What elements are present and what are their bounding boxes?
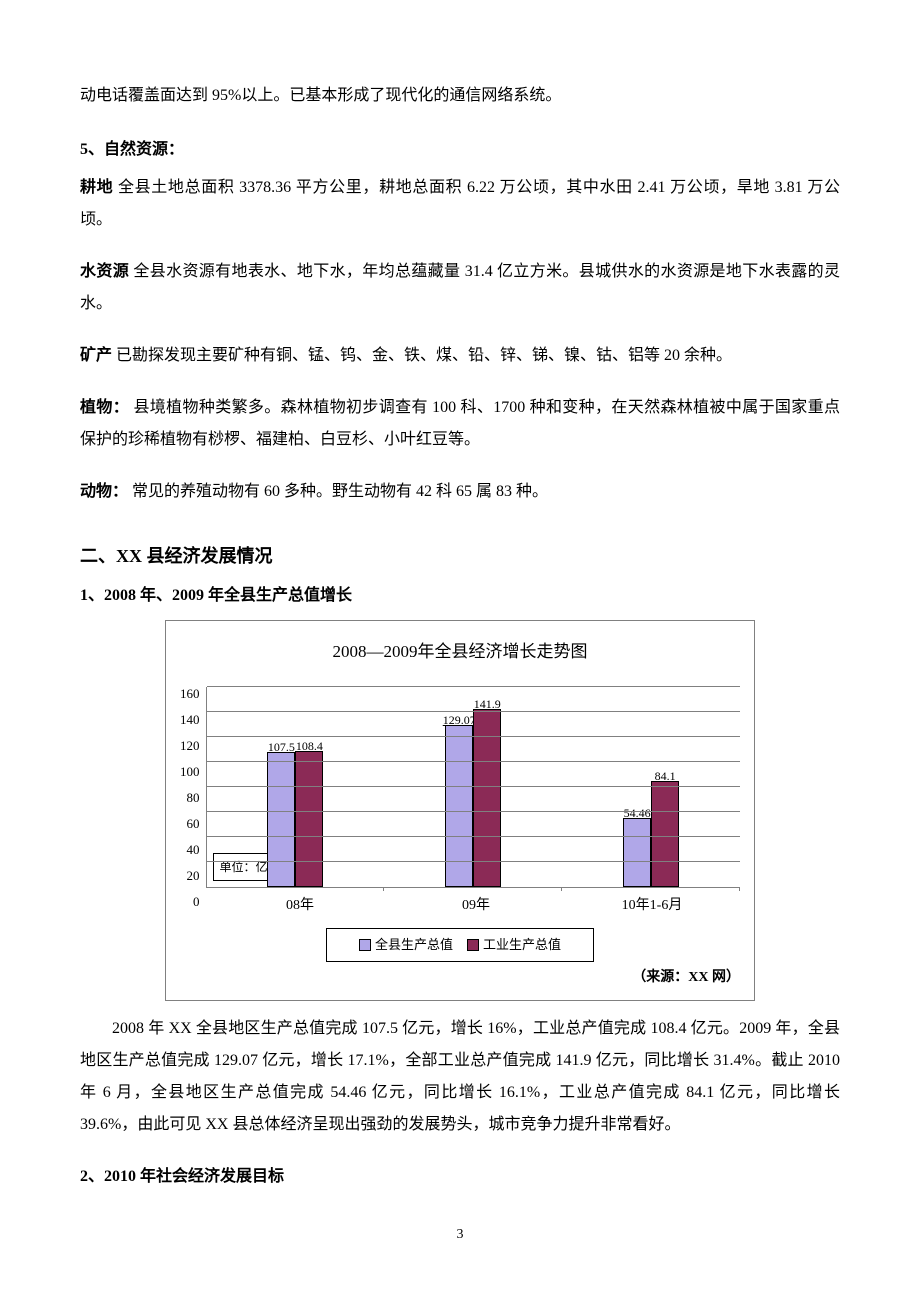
bar-value-label: 107.5 <box>268 735 295 759</box>
bar: 107.5 <box>267 752 295 886</box>
res-kuang: 矿产 已勘探发现主要矿种有铜、锰、钨、金、铁、煤、铅、锌、锑、镍、钴、铝等 20… <box>80 340 840 372</box>
res-label: 动物： <box>80 483 128 500</box>
res-text: 已勘探发现主要矿种有铜、锰、钨、金、铁、煤、铅、锌、锑、镍、钴、铝等 20 余种… <box>116 347 732 364</box>
legend-item: 工业生产总值 <box>467 932 561 958</box>
bar-group: 129.07141.9 <box>384 687 562 887</box>
econ-heading: 二、XX 县经济发展情况 <box>80 538 840 574</box>
legend-swatch <box>359 939 371 951</box>
grid-line <box>207 761 741 762</box>
y-tick: 60 <box>187 811 200 837</box>
res-label: 植物： <box>80 399 129 416</box>
res-text: 全县土地总面积 3378.36 平方公里，耕地总面积 6.22 万公顷，其中水田… <box>80 179 840 228</box>
x-spacer <box>180 892 212 920</box>
res-label: 水资源 <box>80 263 129 280</box>
grid-line <box>207 786 741 787</box>
grid-line <box>207 711 741 712</box>
bar-group: 54.4684.1 <box>562 687 740 887</box>
chart-y-axis: 160140120100806040200 <box>180 681 206 894</box>
grid-line <box>207 686 741 687</box>
res-gengdi: 耕地 全县土地总面积 3378.36 平方公里，耕地总面积 6.22 万公顷，其… <box>80 172 840 236</box>
top-line: 动电话覆盖面达到 95%以上。已基本形成了现代化的通信网络系统。 <box>80 80 840 112</box>
y-tick: 140 <box>180 707 200 733</box>
y-tick: 80 <box>187 785 200 811</box>
grid-line <box>207 736 741 737</box>
bar-value-label: 54.46 <box>624 801 651 825</box>
legend-label: 全县生产总值 <box>375 932 453 958</box>
y-tick: 120 <box>180 733 200 759</box>
grid-line <box>207 861 741 862</box>
section5-title: 5、自然资源： <box>80 134 840 166</box>
chart-plot: 单位：亿元 107.5108.4129.07141.954.4684.1 <box>206 687 741 888</box>
chart-groups: 107.5108.4129.07141.954.4684.1 <box>207 687 741 887</box>
res-text: 县境植物种类繁多。森林植物初步调查有 100 科、1700 种和变种，在天然森林… <box>80 399 840 448</box>
grid-line <box>207 811 741 812</box>
legend-swatch <box>467 939 479 951</box>
bar: 54.46 <box>623 818 651 886</box>
econ-sub2: 2、2010 年社会经济发展目标 <box>80 1161 840 1193</box>
bar: 129.07 <box>445 725 473 886</box>
res-label: 矿产 <box>80 347 112 364</box>
chart-legend: 全县生产总值 工业生产总值 <box>326 928 594 962</box>
bar: 108.4 <box>295 751 323 887</box>
econ-body: 2008 年 XX 全县地区生产总值完成 107.5 亿元，增长 16%，工业总… <box>80 1013 840 1141</box>
y-tick: 40 <box>187 837 200 863</box>
res-text: 全县水资源有地表水、地下水，年均总蕴藏量 31.4 亿立方米。县城供水的水资源是… <box>80 263 840 312</box>
res-shui: 水资源 全县水资源有地表水、地下水，年均总蕴藏量 31.4 亿立方米。县城供水的… <box>80 256 840 320</box>
legend-item: 全县生产总值 <box>359 932 453 958</box>
chart-x-labels: 08年09年10年1-6月 <box>212 892 740 920</box>
res-label: 耕地 <box>80 179 113 196</box>
res-dongwu: 动物： 常见的养殖动物有 60 多种。野生动物有 42 科 65 属 83 种。 <box>80 476 840 508</box>
res-zhiwu: 植物： 县境植物种类繁多。森林植物初步调查有 100 科、1700 种和变种，在… <box>80 392 840 456</box>
x-tick-label: 08年 <box>212 892 388 920</box>
y-tick: 160 <box>180 681 200 707</box>
chart-source: （来源：XX 网） <box>180 964 740 992</box>
legend-label: 工业生产总值 <box>483 932 561 958</box>
y-tick: 20 <box>187 863 200 889</box>
grid-line <box>207 836 741 837</box>
chart-title: 2008—2009年全县经济增长走势图 <box>180 635 740 669</box>
y-tick: 100 <box>180 759 200 785</box>
bar-value-label: 108.4 <box>296 734 323 758</box>
x-tick-label: 10年1-6月 <box>564 892 740 920</box>
bar: 84.1 <box>651 781 679 886</box>
page-number: 3 <box>80 1221 840 1249</box>
bar-group: 107.5108.4 <box>207 687 385 887</box>
chart-x-row: 08年09年10年1-6月 <box>180 892 740 920</box>
chart-box: 2008—2009年全县经济增长走势图 16014012010080604020… <box>165 620 755 1001</box>
chart-plot-row: 160140120100806040200 单位：亿元 107.5108.412… <box>180 681 740 888</box>
x-tick-label: 09年 <box>388 892 564 920</box>
econ-sub1: 1、2008 年、2009 年全县生产总值增长 <box>80 580 840 612</box>
res-text: 常见的养殖动物有 60 多种。野生动物有 42 科 65 属 83 种。 <box>132 483 548 500</box>
chart-container: 2008—2009年全县经济增长走势图 16014012010080604020… <box>165 620 755 1001</box>
bar-value-label: 129.07 <box>443 708 476 732</box>
bar-value-label: 141.9 <box>474 692 501 716</box>
